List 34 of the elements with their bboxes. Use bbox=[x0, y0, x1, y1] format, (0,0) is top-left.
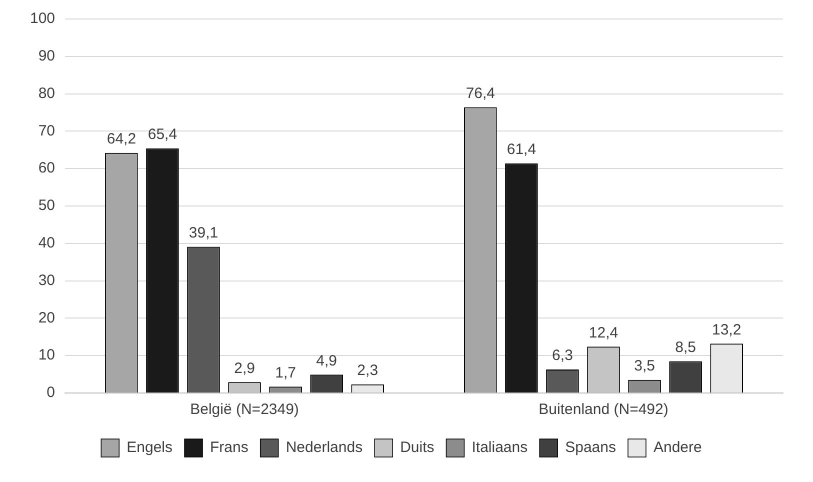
legend-label: Andere bbox=[653, 439, 702, 456]
data-label: 39,1 bbox=[188, 224, 218, 242]
legend-label: Duits bbox=[400, 439, 434, 456]
data-label: 64,2 bbox=[106, 130, 136, 148]
x-tick-label: België (N=2349) bbox=[190, 401, 299, 418]
legend-label: Nederlands bbox=[286, 439, 363, 456]
legend-label: Engels bbox=[126, 439, 173, 456]
data-label: 65,4 bbox=[148, 126, 178, 144]
y-tick-label: 10 bbox=[38, 346, 56, 364]
y-tick-label: 0 bbox=[46, 384, 56, 402]
y-tick-label: 60 bbox=[38, 160, 56, 177]
y-tick-label: 20 bbox=[38, 309, 56, 326]
data-label: 3,5 bbox=[634, 358, 655, 375]
y-tick-label: 40 bbox=[38, 234, 56, 252]
legend-label: Italiaans bbox=[472, 439, 528, 456]
legend-label: Frans bbox=[210, 439, 248, 456]
x-tick-label: Buitenland (N=492) bbox=[538, 401, 668, 418]
y-tick-label: 90 bbox=[38, 48, 56, 65]
data-label: 12,4 bbox=[588, 324, 618, 342]
y-tick-label: 70 bbox=[38, 122, 56, 140]
data-label: 61,4 bbox=[506, 141, 536, 158]
data-label: 1,7 bbox=[275, 364, 296, 382]
y-tick-label: 30 bbox=[38, 272, 56, 289]
data-label: 13,2 bbox=[712, 321, 742, 338]
y-tick-label: 100 bbox=[30, 10, 56, 28]
data-label: 2,9 bbox=[234, 360, 255, 377]
data-label: 2,3 bbox=[357, 362, 378, 380]
data-label: 76,4 bbox=[466, 84, 496, 102]
y-tick-label: 50 bbox=[38, 197, 56, 214]
legend-label: Spaans bbox=[565, 439, 616, 456]
data-label: 8,5 bbox=[675, 338, 696, 356]
data-label: 6,3 bbox=[552, 347, 573, 364]
y-tick-label: 80 bbox=[38, 84, 56, 102]
data-label: 4,9 bbox=[316, 352, 338, 370]
